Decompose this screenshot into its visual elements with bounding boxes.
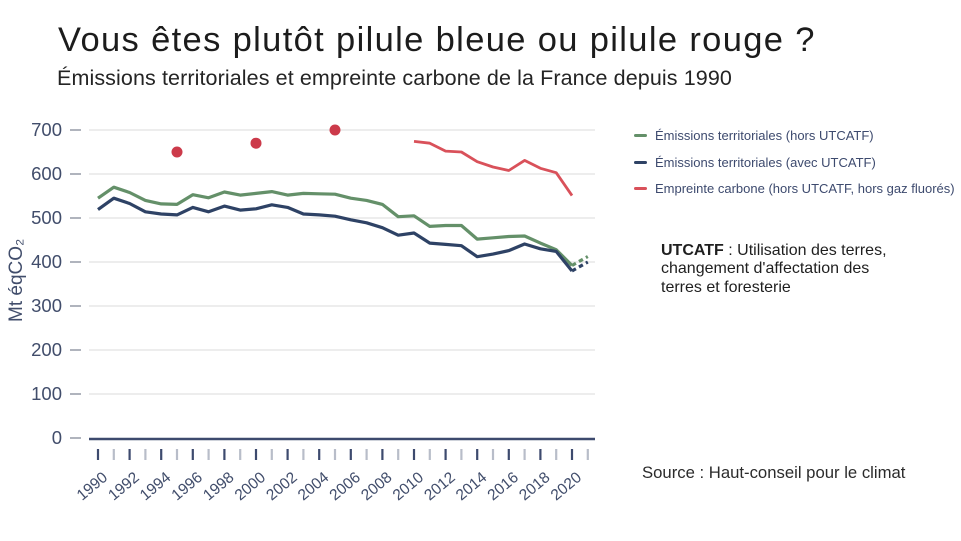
svg-text:100: 100 [31, 383, 62, 404]
svg-text:1998: 1998 [200, 469, 237, 504]
svg-text:600: 600 [31, 163, 62, 184]
svg-text:2008: 2008 [358, 469, 395, 504]
svg-text:Mt éqCO₂: Mt éqCO₂ [6, 239, 27, 322]
svg-text:1996: 1996 [169, 469, 206, 504]
svg-text:2014: 2014 [453, 469, 491, 504]
svg-text:2000: 2000 [232, 469, 270, 504]
svg-text:2010: 2010 [390, 469, 428, 504]
svg-text:2016: 2016 [485, 469, 522, 504]
svg-text:1990: 1990 [74, 469, 112, 504]
svg-text:200: 200 [31, 339, 62, 360]
svg-text:2006: 2006 [327, 469, 364, 504]
svg-text:1994: 1994 [137, 469, 175, 504]
svg-text:400: 400 [31, 251, 62, 272]
svg-text:2002: 2002 [263, 469, 300, 504]
svg-text:700: 700 [31, 119, 62, 140]
svg-text:500: 500 [31, 207, 62, 228]
svg-text:0: 0 [52, 427, 62, 448]
svg-text:2020: 2020 [548, 469, 586, 504]
svg-text:2018: 2018 [516, 469, 553, 504]
svg-text:300: 300 [31, 295, 62, 316]
svg-text:2004: 2004 [295, 469, 333, 504]
svg-text:2012: 2012 [421, 469, 458, 504]
svg-text:1992: 1992 [105, 469, 142, 504]
